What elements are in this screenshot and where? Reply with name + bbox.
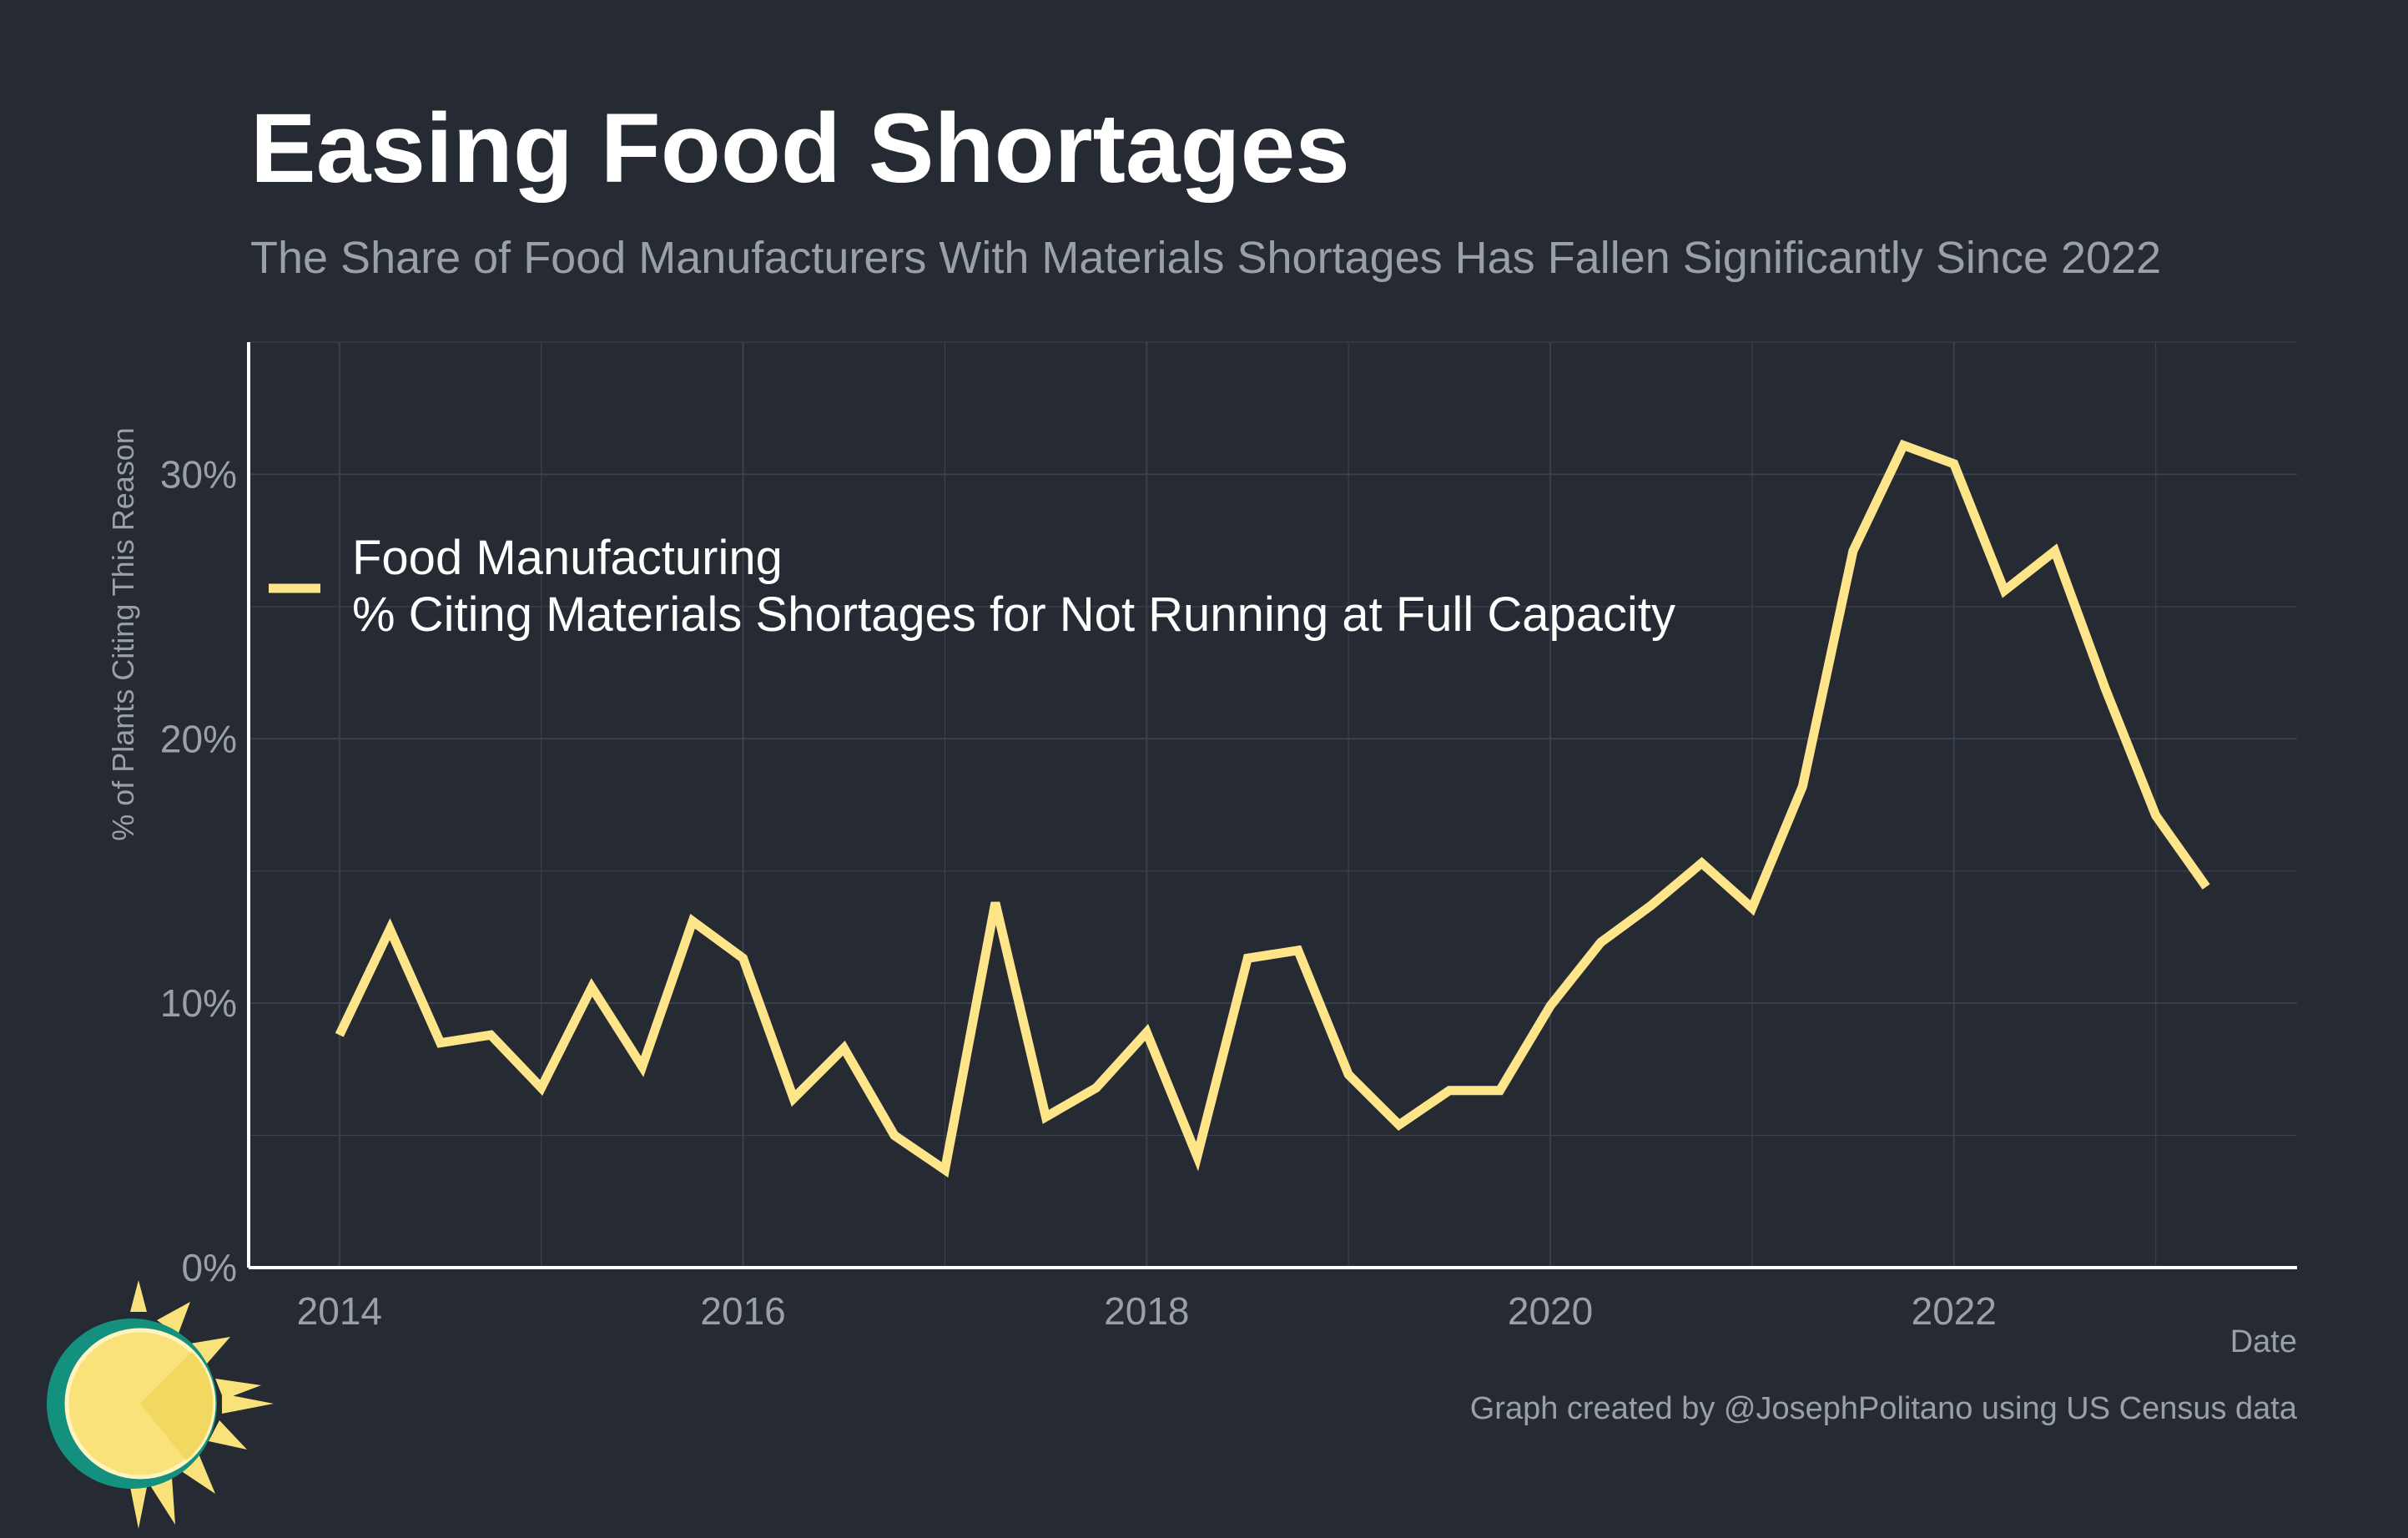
x-tick-label: 2014 (297, 1289, 382, 1333)
legend-label-line-1: Food Manufacturing (352, 531, 783, 585)
series-line (335, 439, 2210, 1178)
sun-ray (222, 1394, 274, 1414)
y-tick-label: 10% (160, 981, 237, 1025)
chart-title: Easing Food Shortages (250, 93, 1350, 204)
x-tick-label: 2022 (1912, 1289, 1997, 1333)
caption: Graph created by @JosephPolitano using U… (1470, 1391, 2298, 1426)
sun-ray (190, 1337, 230, 1364)
sun-ray (157, 1302, 190, 1335)
tick-labels: 2014 2016 2018 2020 2022 0% 10% 20% 30% (160, 452, 1997, 1333)
axes (247, 342, 2297, 1269)
chart-subtitle: The Share of Food Manufacturers With Mat… (250, 233, 2161, 283)
x-tick-label: 2016 (700, 1289, 785, 1333)
sun-ray (150, 1477, 175, 1525)
y-tick-label: 0% (182, 1246, 237, 1289)
legend-label-line-2: % Citing Materials Shortages for Not Run… (352, 587, 1675, 642)
y-tick-label: 30% (160, 452, 237, 496)
sun-ray (130, 1280, 147, 1312)
sun-shade (140, 1352, 214, 1460)
sun-logo-icon (47, 1280, 274, 1529)
sun-ray (215, 1379, 261, 1399)
x-axis-label: Date (2230, 1324, 2297, 1359)
y-axis-label: % of Plants Citing This Reason (106, 427, 140, 841)
sun-ray (209, 1420, 247, 1450)
x-tick-label: 2020 (1508, 1289, 1593, 1333)
x-tick-label: 2018 (1104, 1289, 1189, 1333)
series-layer (335, 439, 2210, 1178)
y-tick-label: 20% (160, 717, 237, 760)
legend: Food Manufacturing % Citing Materials Sh… (269, 531, 1675, 642)
sun-ray (130, 1487, 147, 1529)
